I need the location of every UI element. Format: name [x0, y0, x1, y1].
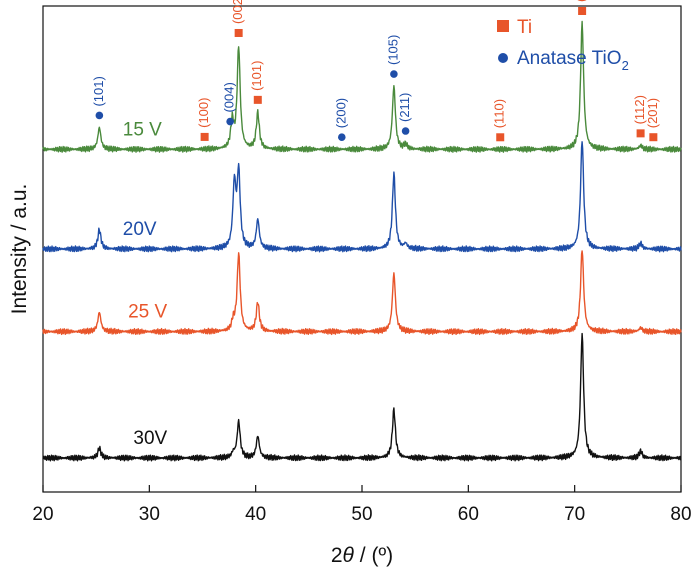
ti-peak-marker-icon-3: [234, 28, 243, 37]
peak-label-10: (112): [632, 95, 647, 124]
anatase-peak-marker-icon-6: [390, 70, 398, 78]
legend-label-anatase: Anatase TiO2: [517, 48, 629, 73]
legend-label-ti: Ti: [517, 17, 532, 38]
x-axis-ticks: 20 30 40 50 60 70 80: [32, 485, 692, 525]
peak-label-11: (201): [645, 98, 660, 128]
ti-peak-marker-icon-11: [649, 133, 658, 142]
x-tick-label-30: 30: [139, 504, 160, 525]
x-axis-title: 2θ / (º): [331, 544, 393, 567]
peak-label-7: (211): [397, 93, 412, 122]
anatase-peak-marker-icon-5: [337, 133, 346, 142]
legend-item-anatase: Anatase TiO2: [498, 48, 629, 73]
legend: Ti Anatase TiO2: [497, 17, 629, 73]
trace-25V: [42, 250, 682, 336]
ti-peak-marker-icon-9: [578, 6, 587, 15]
anatase-peak-marker-icon-2: [226, 117, 234, 126]
peak-label-2: (004): [222, 82, 237, 112]
ti-peak-marker-icon-1: [200, 132, 209, 141]
x-tick-label-40: 40: [245, 504, 266, 525]
anatase-peak-marker-icon-7: [401, 127, 410, 135]
legend-item-ti: Ti: [497, 17, 532, 38]
peak-label-9: (103): [574, 0, 589, 2]
peak-label-8: (110): [492, 99, 507, 128]
x-tick-label-80: 80: [670, 504, 691, 525]
series-label-20V: 20V: [123, 219, 157, 240]
x-tick-label-70: 70: [564, 504, 585, 525]
anatase-peak-marker-icon-0: [95, 111, 104, 120]
peak-label-1: (100): [196, 98, 211, 128]
peak-annotations: (101) (100) (004) (002) (101) (200) (105) (211)…: [91, 0, 660, 142]
peak-label-5: (200): [333, 98, 348, 128]
series-label-30V: 30V: [133, 428, 167, 449]
x-tick-label-20: 20: [32, 504, 53, 525]
legend-circle-marker-icon: [498, 53, 508, 63]
peak-label-3: (002): [230, 0, 245, 24]
legend-square-marker-icon: [497, 20, 509, 32]
x-tick-label-50: 50: [351, 504, 372, 525]
trace-30V: [42, 332, 682, 462]
series-traces: [42, 20, 682, 462]
series-label-15V: 15 V: [123, 119, 162, 140]
trace-20V: [42, 141, 682, 253]
ti-peak-marker-icon-4: [253, 95, 262, 104]
x-tick-label-60: 60: [458, 504, 479, 525]
y-axis-title: Intensity / a.u.: [8, 184, 31, 315]
peak-label-4: (101): [249, 61, 264, 91]
peak-label-6: (105): [385, 35, 400, 65]
ti-peak-marker-icon-8: [496, 133, 505, 142]
series-label-25V: 25 V: [128, 302, 167, 323]
ti-peak-marker-icon-10: [636, 129, 645, 138]
peak-label-0: (101): [91, 76, 106, 106]
trace-15V: [42, 20, 682, 153]
series-labels: 15 V 20V 25 V 30V: [123, 119, 168, 449]
